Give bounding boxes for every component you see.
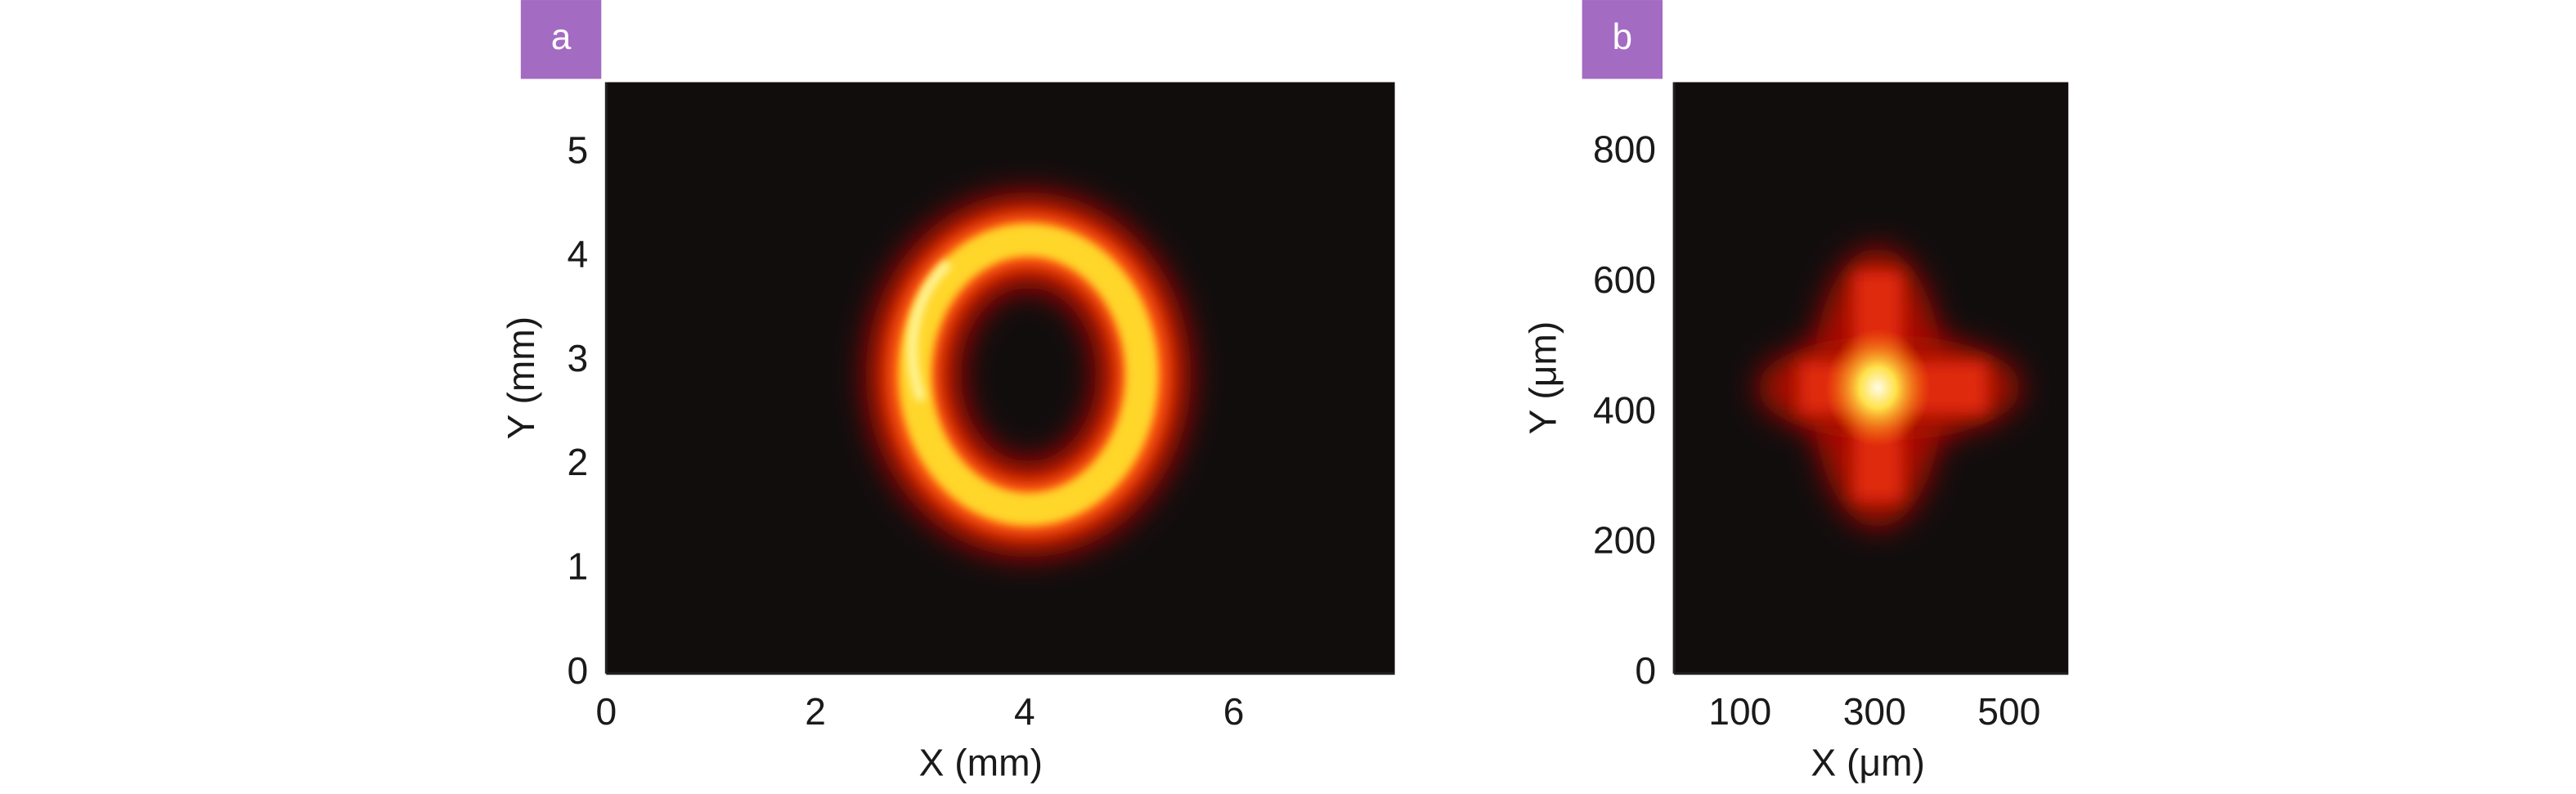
y-tick-label: 1 — [568, 545, 589, 588]
y-tick-label: 4 — [568, 233, 589, 276]
y-tick-label: 600 — [1593, 258, 1656, 301]
x-tick-label: 2 — [805, 690, 826, 733]
x-tick-label: 6 — [1223, 690, 1245, 733]
panel-tag-box — [1582, 0, 1663, 79]
x-tick-label: 300 — [1843, 690, 1906, 733]
y-tick-label: 5 — [568, 128, 589, 171]
panel-tag: a — [551, 17, 572, 57]
x-tick-label: 0 — [595, 690, 617, 733]
ring-beam — [865, 192, 1192, 558]
image-background — [606, 82, 1395, 674]
y-axis-label: Y (μm) — [1522, 321, 1564, 435]
y-tick-label: 2 — [568, 441, 589, 483]
x-tick-label: 4 — [1014, 690, 1035, 733]
y-tick-label: 3 — [568, 337, 589, 379]
x-tick-label: 100 — [1708, 690, 1771, 733]
x-tick-label: 500 — [1977, 690, 2040, 733]
y-tick-label: 0 — [1635, 649, 1656, 692]
y-tick-label: 200 — [1593, 519, 1656, 562]
y-tick-label: 800 — [1593, 128, 1656, 171]
spot-beam — [1757, 248, 2021, 527]
panel-tag: b — [1613, 17, 1633, 57]
y-tick-label: 400 — [1593, 388, 1656, 431]
x-axis-label: X (μm) — [1811, 741, 1924, 783]
y-tick-label: 0 — [568, 649, 589, 692]
y-axis-label: Y (mm) — [500, 316, 542, 440]
panel-tag-box — [520, 0, 602, 79]
x-axis-label: X (mm) — [919, 741, 1043, 783]
